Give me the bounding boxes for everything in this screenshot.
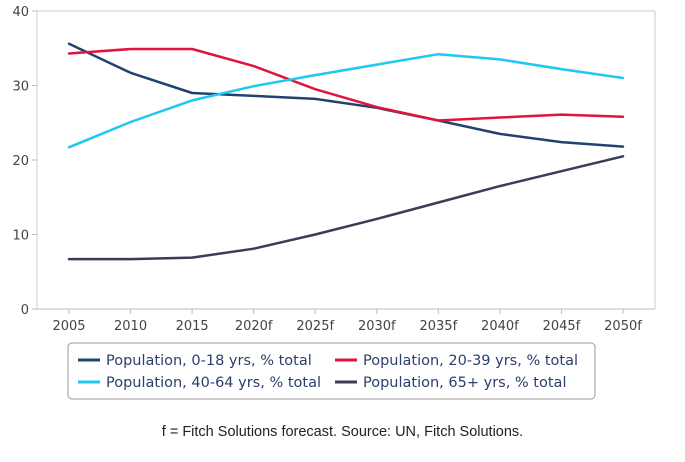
x-tick-label: 2015 [176,319,209,334]
y-tick-label: 10 [12,229,29,244]
y-tick-label: 40 [12,5,29,20]
x-tick-label: 2025f [296,319,334,334]
series-line-0-18 [67,42,625,148]
y-tick-label: 0 [21,303,29,318]
legend-label-65-plus: Population, 65+ yrs, % total [363,375,566,391]
y-tick-label: 30 [12,80,29,95]
x-tick-label: 2050f [604,319,642,334]
legend: Population, 0-18 yrs, % total Population… [67,342,596,400]
x-tick-label: 2035f [419,319,457,334]
legend-label-20-39: Population, 20-39 yrs, % total [363,353,578,369]
x-tick-labels: 2005 2010 2015 2020f 2025f 2030f 2035f 2040f 204… [52,309,642,334]
x-tick-label: 2030f [358,319,396,334]
line-chart: 0 10 20 30 40 2005 2010 2015 2020f 2025f 2030f 203… [12,5,656,400]
series-line-65-plus [67,155,625,261]
series-line-20-39 [67,47,625,122]
x-tick-label: 2040f [481,319,519,334]
x-tick-label: 2020f [235,319,273,334]
legend-box [67,342,596,400]
axes [36,10,656,310]
source-footnote: f = Fitch Solutions forecast. Source: UN… [161,424,524,440]
x-tick-label: 2010 [114,319,147,334]
x-tick-label: 2045f [543,319,581,334]
x-tick-label: 2005 [52,319,85,334]
series-lines [67,42,625,261]
legend-label-40-64: Population, 40-64 yrs, % total [106,375,321,391]
y-tick-labels: 0 10 20 30 40 [12,5,37,318]
series-line-40-64 [67,52,625,149]
y-tick-label: 20 [12,154,29,169]
legend-label-0-18: Population, 0-18 yrs, % total [106,353,312,369]
